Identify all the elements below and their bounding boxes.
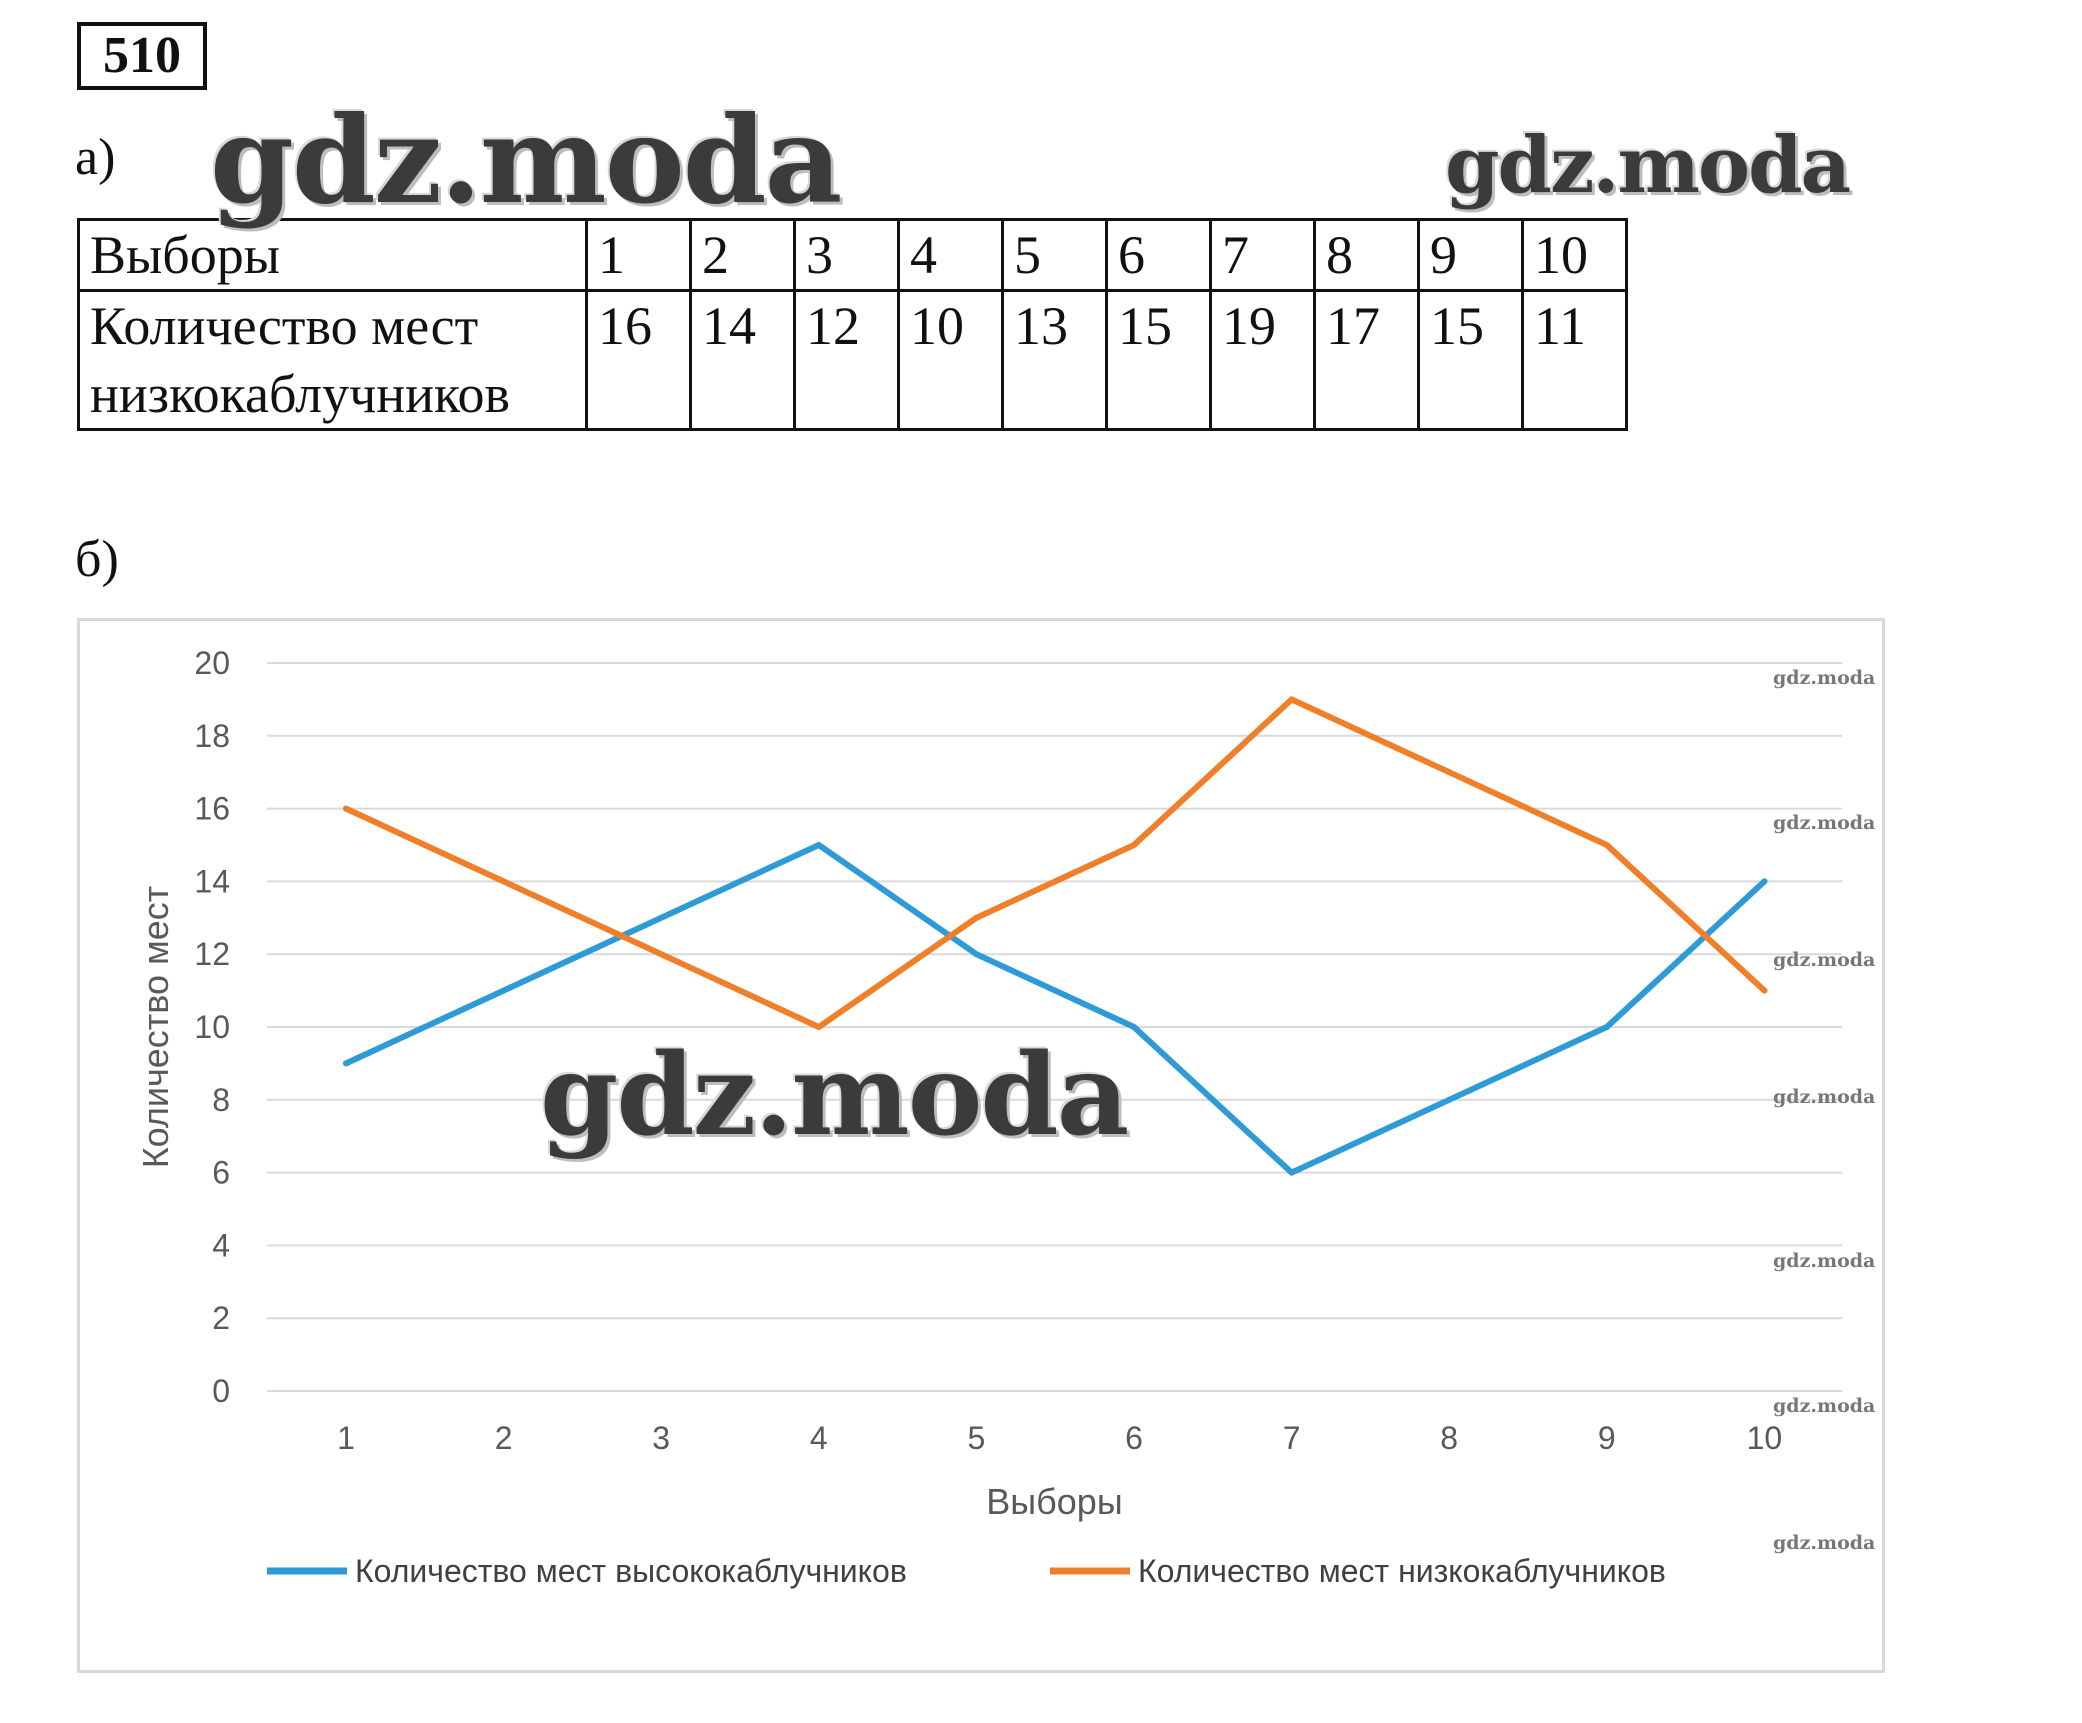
watermark: gdz.moda [540,1030,1129,1161]
data-point [1131,1024,1137,1030]
series-line-2 [343,696,1768,1030]
table-cell: 7 [1209,218,1316,292]
table-cell: 16 [585,289,692,431]
x-tick-label: 4 [810,1420,828,1456]
x-tick-label: 5 [968,1420,986,1456]
data-point [973,951,980,958]
table-row-label: Количество мест низкокаблучников [77,289,588,431]
data-point [658,951,665,958]
table-cell: 11 [1521,289,1628,431]
data-point [815,842,822,848]
data-table: Выборы 1 2 3 4 5 6 7 8 9 10 Количество м… [77,218,1628,431]
y-tick-label: 0 [212,1373,230,1409]
table-cell: 14 [689,289,796,431]
y-tick-label: 14 [194,863,230,899]
y-axis-title: Количество мест [135,886,176,1169]
watermark-small: gdz.moda [1773,1395,1876,1417]
data-point [1446,1096,1453,1103]
table-row-label-line1: Количество мест [90,296,479,356]
table-cell: 15 [1105,289,1212,431]
data-point [973,914,980,921]
x-tick-label: 3 [652,1420,670,1456]
series-line-1 [343,842,1768,1176]
table-cell: 5 [1001,218,1108,292]
data-point [343,1060,349,1067]
problem-number: 510 [77,22,207,90]
part-b-label: б) [75,531,119,588]
table-cell: 12 [793,289,900,431]
y-tick-label: 12 [194,936,230,972]
watermark-small: gdz.moda [1773,1250,1876,1272]
legend-label: Количество мест низкокаблучников [1138,1553,1666,1589]
data-point [500,987,507,994]
watermark-small: gdz.moda [1773,812,1876,834]
x-tick-label: 6 [1125,1420,1143,1456]
y-tick-label: 16 [194,791,230,827]
data-point [1603,1024,1610,1030]
y-tick-label: 20 [194,645,230,681]
y-tick-label: 10 [194,1009,230,1045]
watermark-small: gdz.moda [1773,949,1876,971]
data-point [500,878,507,885]
table-cell: 2 [689,218,796,292]
y-tick-label: 6 [212,1155,230,1191]
x-tick-label: 10 [1747,1420,1783,1456]
part-a-label: а) [75,129,116,186]
table-cell: 4 [897,218,1004,292]
table-cell: 9 [1417,218,1524,292]
table-cell: 1 [585,218,692,292]
table-cell: 6 [1105,218,1212,292]
x-tick-label: 9 [1598,1420,1616,1456]
table-cell: 19 [1209,289,1316,431]
data-point [815,1024,822,1030]
x-tick-label: 2 [495,1420,513,1456]
legend-label: Количество мест высококаблучников [355,1553,907,1589]
y-tick-label: 18 [194,718,230,754]
y-tick-label: 2 [212,1300,230,1336]
watermark-small: gdz.moda [1773,1086,1876,1108]
data-point [1288,1169,1295,1176]
chart-frame: 0 2 4 6 8 10 12 14 16 18 20 1 2 3 4 5 6 7 8 9 10 Выборы Количе… [77,618,1885,1673]
table-row-seats: Количество мест низкокаблучников 16 14 12… [77,289,1628,431]
watermark: gdz.moda [1445,120,1851,211]
table-cell: 15 [1417,289,1524,431]
x-axis-title: Выборы [986,1481,1122,1522]
x-tick-label: 8 [1440,1420,1458,1456]
x-tick-label: 1 [337,1420,355,1456]
table-row-elections: Выборы 1 2 3 4 5 6 7 8 9 10 [77,218,1628,292]
table-cell: 8 [1313,218,1420,292]
data-point [1446,769,1453,776]
data-point [658,914,665,921]
table-cell: 10 [1521,218,1628,292]
data-point [343,805,349,812]
y-tick-label: 4 [212,1227,230,1263]
data-point [1603,842,1610,848]
watermark-small: gdz.moda [1773,667,1876,689]
table-row-label-line2: низкокаблучников [90,364,511,424]
table-cell: 17 [1313,289,1420,431]
table-cell: 10 [897,289,1004,431]
x-tick-label: 7 [1283,1420,1301,1456]
data-point [1131,842,1137,848]
watermark-small: gdz.moda [1773,1532,1876,1554]
data-point [1761,987,1768,994]
data-point [1761,878,1768,885]
table-cell: 13 [1001,289,1108,431]
y-tick-label: 8 [212,1082,230,1118]
data-point [1288,696,1295,703]
table-cell: 3 [793,218,900,292]
table-row-label: Выборы [77,218,588,292]
watermark: gdz.moda [210,90,842,231]
